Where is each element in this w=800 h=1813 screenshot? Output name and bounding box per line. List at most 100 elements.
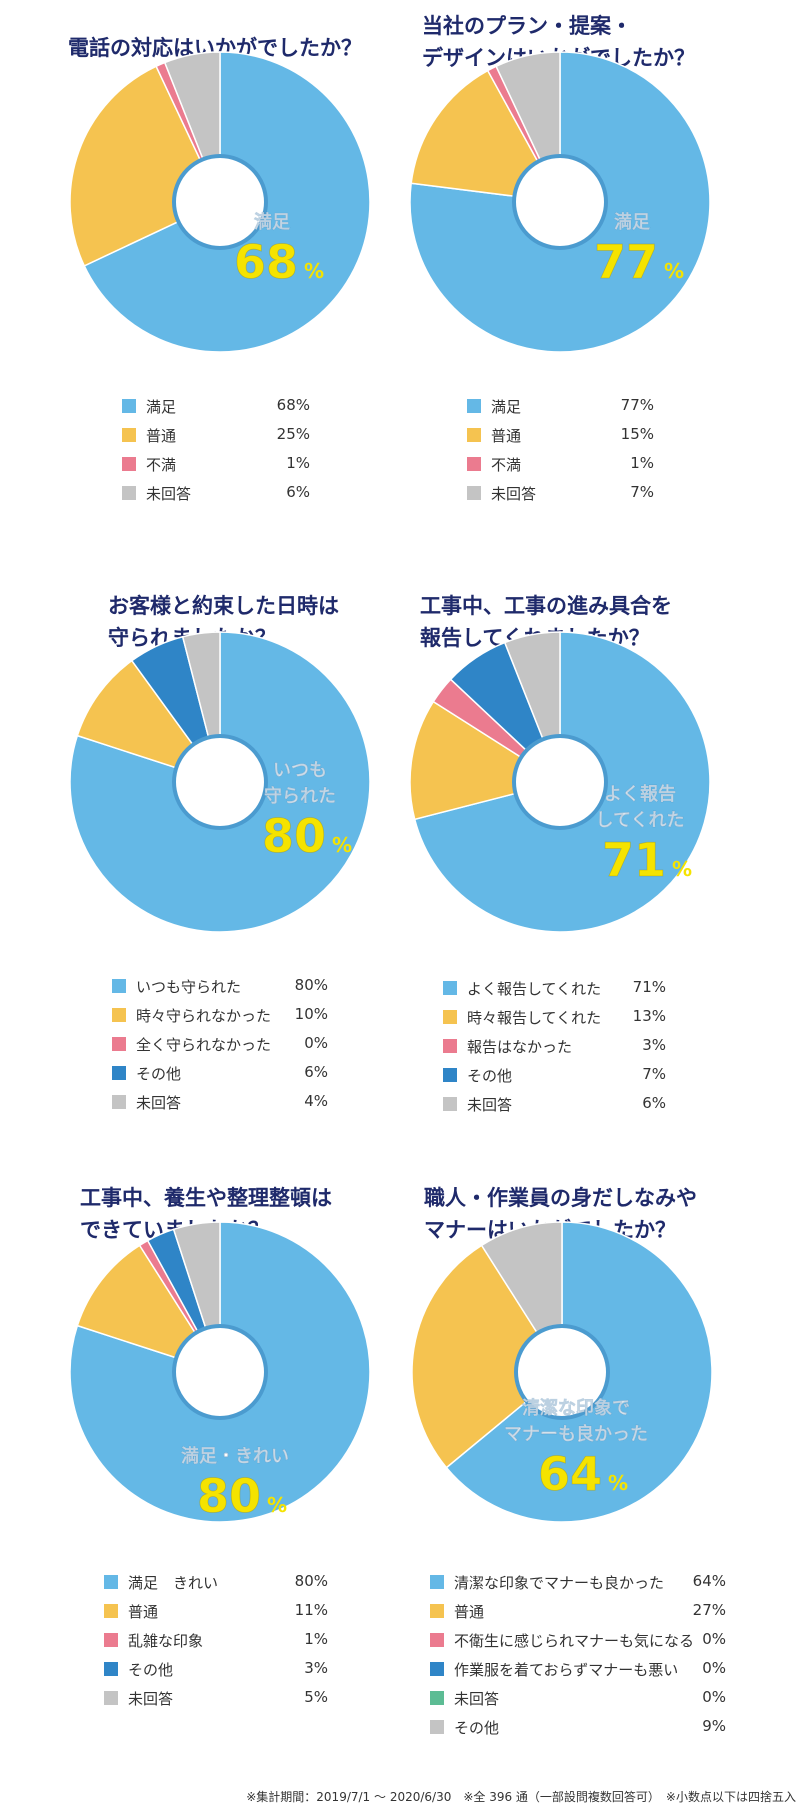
legend-value: 0%: [702, 1688, 726, 1706]
legend-label: 乱雑な印象: [128, 1632, 204, 1650]
legend-swatch: [430, 1604, 444, 1618]
chart-title-line: 工事中、養生や整理整頓は: [80, 1186, 332, 1210]
legend-swatch: [443, 1010, 457, 1024]
donut-hole: [512, 734, 608, 830]
legend-item: その他 9%: [430, 1717, 726, 1746]
legend-swatch: [443, 1039, 457, 1053]
legend-label: その他: [128, 1661, 174, 1679]
legend-item: 不満 1%: [122, 454, 310, 483]
legend-swatch: [112, 1008, 126, 1022]
legend-swatch: [467, 399, 481, 413]
legend-value: 6%: [286, 483, 310, 501]
legend-label: 未回答: [128, 1690, 174, 1708]
legend-value: 71%: [632, 978, 666, 996]
chart-panel-2: 当社のプラン・提案・デザインはいかがでしたか？満足77%満足77%普通15%不満…: [400, 0, 800, 600]
center-label: 満足: [614, 211, 650, 233]
legend-label: 作業服を着ておらずマナーも悪い: [454, 1661, 679, 1679]
legend-swatch: [104, 1575, 118, 1589]
legend-label: 未回答: [136, 1094, 182, 1112]
legend-value: 25%: [276, 425, 310, 443]
legend-label: 不満: [146, 456, 177, 474]
legend-item: 全く守られなかった 0%: [112, 1034, 328, 1063]
legend-value: 11%: [294, 1601, 328, 1619]
donut-hole: [512, 154, 608, 250]
legend-label: 時々守られなかった: [136, 1007, 272, 1025]
legend-value: 5%: [304, 1688, 328, 1706]
center-label: 満足・きれい: [181, 1445, 289, 1467]
legend-label: その他: [136, 1065, 182, 1083]
legend-item: 報告はなかった 3%: [443, 1036, 666, 1065]
legend-label: 普通: [454, 1603, 485, 1621]
legend: いつも守られた 80% 時々守られなかった 10% 全く守られなかった 0% その他 6% 未回…: [112, 976, 328, 1121]
legend-item: 未回答 5%: [104, 1688, 328, 1717]
center-percent-value: 64: [538, 1447, 602, 1501]
legend-value: 10%: [294, 1005, 328, 1023]
legend-item: 清潔な印象でマナーも良かった 64%: [430, 1572, 726, 1601]
legend-item: いつも守られた 80%: [112, 976, 328, 1005]
legend-swatch: [112, 1066, 126, 1080]
legend-swatch: [122, 428, 136, 442]
legend-value: 68%: [276, 396, 310, 414]
legend-item: 未回答 4%: [112, 1092, 328, 1121]
legend-label: 全く守られなかった: [136, 1036, 272, 1054]
legend-item: 未回答 0%: [430, 1688, 726, 1717]
legend-value: 77%: [620, 396, 654, 414]
pie-slice-2: [410, 69, 562, 203]
legend-swatch: [430, 1633, 444, 1647]
legend-swatch: [122, 399, 136, 413]
chart-title: 職人・作業員の身だしなみやマナーはいかがでしたか？: [424, 1182, 800, 1246]
center-label: マナーも良かった: [504, 1423, 648, 1445]
legend-value: 1%: [630, 454, 654, 472]
center-label: いつも: [273, 760, 327, 781]
center-percent-unit: %: [664, 259, 684, 283]
legend-item: 普通 25%: [122, 425, 310, 454]
legend-swatch: [430, 1720, 444, 1734]
legend-swatch: [430, 1691, 444, 1705]
legend-item: 未回答 6%: [443, 1094, 666, 1123]
legend-item: 満足 68%: [122, 396, 310, 425]
legend-item: 普通 15%: [467, 425, 654, 454]
legend-swatch: [443, 981, 457, 995]
legend-label: 時々報告してくれた: [467, 1009, 602, 1027]
legend-swatch: [104, 1662, 118, 1676]
legend-label: 清潔な印象でマナーも良かった: [454, 1574, 665, 1592]
center-label: よく報告: [604, 783, 676, 805]
donut-hole: [172, 734, 268, 830]
legend-item: 未回答 6%: [122, 483, 310, 512]
legend-swatch: [112, 979, 126, 993]
legend-value: 7%: [642, 1065, 666, 1083]
pie-slice-2: [411, 1244, 563, 1469]
legend-value: 80%: [294, 976, 328, 994]
legend: 満足 68% 普通 25% 不満 1% 未回答 6%: [122, 396, 310, 512]
legend-swatch: [430, 1575, 444, 1589]
legend-swatch: [467, 428, 481, 442]
legend-label: 不衛生に感じられマナーも気になる: [454, 1632, 695, 1650]
legend-value: 6%: [642, 1094, 666, 1112]
legend-swatch: [122, 457, 136, 471]
legend-label: 普通: [128, 1603, 159, 1621]
center-percent-unit: %: [672, 857, 692, 881]
center-percent-value: 71: [602, 833, 666, 887]
legend-label: 満足: [146, 398, 177, 416]
center-percent-unit: %: [267, 1493, 287, 1517]
legend-swatch: [467, 486, 481, 500]
legend-label: 未回答: [454, 1690, 500, 1708]
legend: 満足 きれい 80% 普通 11% 乱雑な印象 1% その他 3% 未回答 5%: [104, 1572, 328, 1717]
legend-value: 64%: [692, 1572, 726, 1590]
legend-value: 1%: [286, 454, 310, 472]
legend-label: 満足: [491, 398, 522, 416]
legend-swatch: [430, 1662, 444, 1676]
legend-swatch: [104, 1604, 118, 1618]
legend-label: 不満: [491, 456, 522, 474]
center-label: 満足: [254, 211, 290, 233]
legend-item: 時々報告してくれた 13%: [443, 1007, 666, 1036]
legend-label: 普通: [146, 427, 177, 445]
legend-value: 3%: [304, 1659, 328, 1677]
legend-swatch: [112, 1095, 126, 1109]
legend-item: 不満 1%: [467, 454, 654, 483]
